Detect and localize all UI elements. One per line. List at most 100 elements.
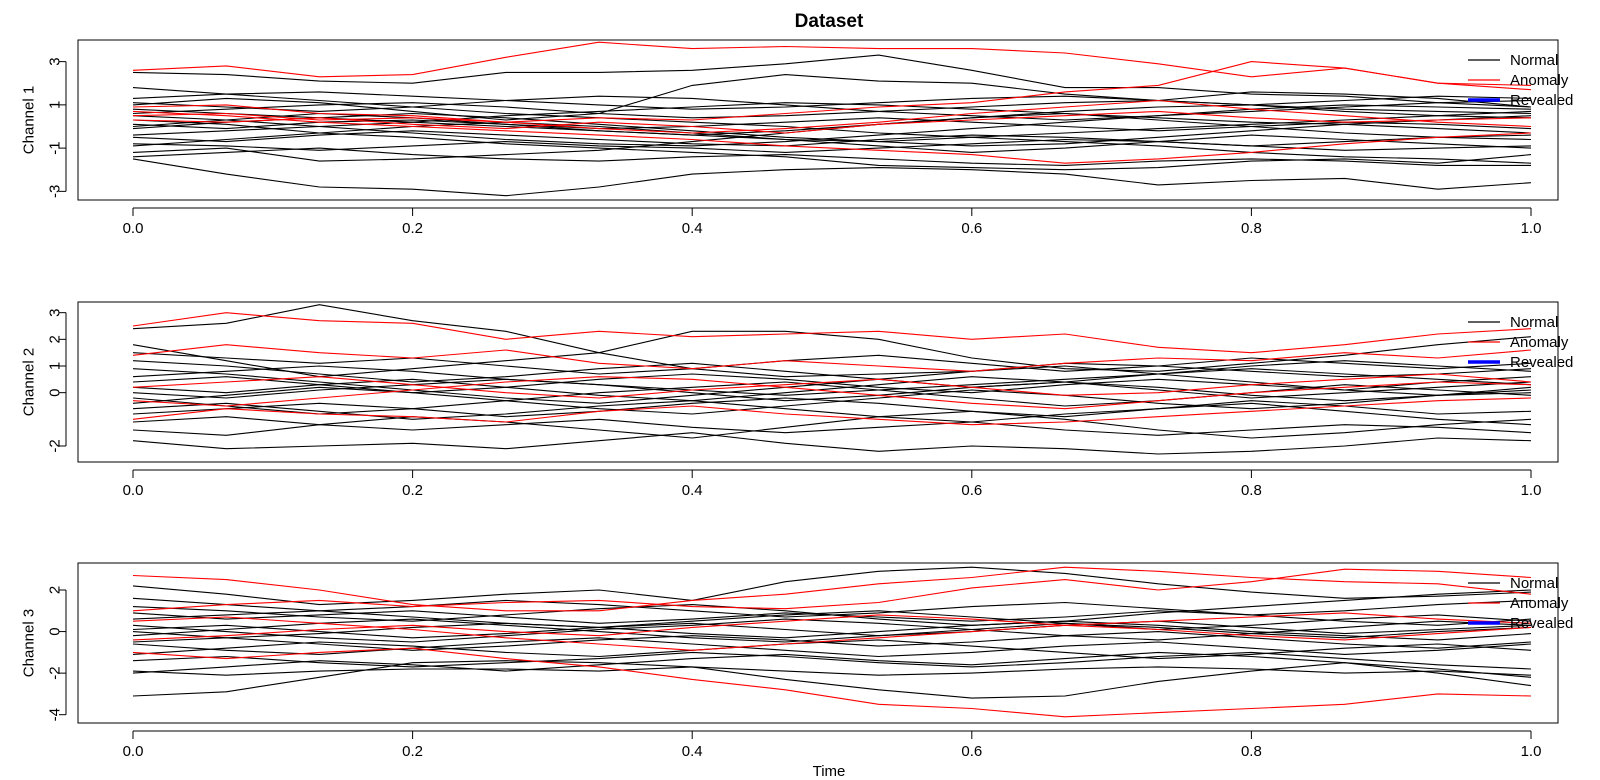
y-tick-label: 1: [47, 362, 64, 370]
x-tick-label: 0.8: [1241, 220, 1262, 237]
legend-label-anomaly: Anomaly: [1510, 334, 1569, 351]
panel-channel-3: 0.0 0.2 0.4 0.6 0.8 1.0 -4 -2 0 2 Channel 3 Normal A…: [21, 562, 1573, 760]
series-line-normal: [132, 610, 1532, 631]
series-line-normal: [132, 112, 1532, 138]
series-line-normal: [132, 365, 1532, 396]
x-tick-label: 0.6: [961, 743, 982, 760]
y-tick-label: 3: [47, 308, 64, 316]
y-axis: -4 -2 0 2: [47, 586, 67, 721]
legend: Normal Anomaly Revealed: [1468, 314, 1573, 371]
x-axis: 0.0 0.2 0.4 0.6 0.8 1.0: [123, 730, 1542, 760]
series-line-normal: [132, 397, 1532, 418]
series-line-normal: [132, 631, 1532, 651]
series-line-anomaly: [132, 312, 1532, 354]
legend-label-anomaly: Anomaly: [1510, 595, 1569, 612]
y-tick-label: -2: [47, 439, 64, 452]
series-line-normal: [132, 330, 1532, 378]
legend-label-anomaly: Anomaly: [1510, 72, 1569, 89]
plot-frame: [77, 562, 1559, 724]
series-line-anomaly: [132, 568, 1532, 612]
series-line-normal: [132, 660, 1532, 699]
x-tick-label: 0.4: [682, 220, 703, 237]
plot-frame: [77, 301, 1559, 463]
y-tick-label: 2: [47, 335, 64, 343]
x-tick-label: 0.4: [682, 482, 703, 499]
series-line-anomaly: [132, 647, 1532, 718]
series-line-anomaly: [132, 110, 1532, 164]
y-tick-label: 0: [47, 627, 64, 635]
chart-title: Dataset: [795, 11, 864, 32]
x-axis: 0.0 0.2 0.4 0.6 0.8 1.0: [123, 469, 1542, 499]
y-tick-label: 1: [47, 101, 64, 109]
series-line-normal: [132, 74, 1532, 121]
x-tick-label: 1.0: [1521, 743, 1542, 760]
series-line-anomaly: [132, 41, 1532, 91]
legend-label-revealed: Revealed: [1510, 92, 1573, 109]
series-line-normal: [132, 378, 1532, 402]
x-tick-label: 0.2: [402, 220, 423, 237]
series-line-normal: [132, 416, 1532, 436]
series-line-normal: [132, 610, 1532, 626]
x-tick-label: 0.8: [1241, 482, 1262, 499]
y-tick-label: -3: [47, 185, 64, 198]
y-axis-label: Channel 1: [21, 86, 38, 154]
x-tick-label: 0.4: [682, 743, 703, 760]
series-line-normal: [132, 666, 1532, 676]
series-line-normal: [132, 121, 1532, 153]
series-line-normal: [132, 54, 1532, 108]
legend-label-revealed: Revealed: [1510, 615, 1573, 632]
series-line-normal: [132, 639, 1532, 660]
y-axis-label: Channel 2: [21, 348, 38, 416]
x-tick-label: 1.0: [1521, 482, 1542, 499]
series-line-normal: [132, 566, 1532, 606]
series-line-normal: [132, 651, 1532, 670]
x-tick-label: 0.0: [123, 743, 144, 760]
series-line-normal: [132, 410, 1532, 439]
series-line-anomaly: [132, 376, 1532, 410]
series-line-normal: [132, 618, 1532, 643]
series-line-normal: [132, 147, 1531, 166]
series-line-normal: [132, 381, 1532, 415]
y-tick-label: 2: [47, 586, 64, 594]
series-line-normal: [132, 618, 1532, 643]
x-tick-label: 0.2: [402, 482, 423, 499]
series-line-normal: [132, 376, 1532, 402]
legend-label-normal: Normal: [1510, 575, 1558, 592]
y-axis: -3 -1 1 3: [47, 57, 67, 198]
x-tick-label: 0.6: [961, 482, 982, 499]
legend-label-normal: Normal: [1510, 314, 1558, 331]
series-line-normal: [132, 108, 1532, 143]
legend: Normal Anomaly Revealed: [1468, 52, 1573, 109]
x-tick-label: 0.0: [123, 220, 144, 237]
series-group: [132, 566, 1532, 718]
y-tick-label: -4: [47, 708, 64, 721]
y-tick-label: 3: [47, 57, 64, 65]
series-line-normal: [132, 620, 1532, 641]
series-group: [132, 41, 1532, 197]
y-tick-label: -1: [47, 141, 64, 154]
plot-frame: [77, 39, 1559, 201]
x-axis: 0.0 0.2 0.4 0.6 0.8 1.0: [123, 207, 1542, 237]
x-tick-label: 0.8: [1241, 743, 1262, 760]
y-axis-label: Channel 3: [21, 609, 38, 677]
series-line-anomaly: [132, 61, 1532, 123]
series-line-normal: [132, 352, 1532, 375]
series-line-anomaly: [132, 566, 1532, 612]
y-tick-label: 0: [47, 388, 64, 396]
chart-panels: 0.0 0.2 0.4 0.6 0.8 1.0 -3 -1 1 3 Channel 1 Normal A…: [21, 39, 1573, 760]
x-tick-label: 1.0: [1521, 220, 1542, 237]
series-line-normal: [132, 373, 1532, 394]
legend-label-normal: Normal: [1510, 52, 1558, 69]
series-line-anomaly: [132, 616, 1532, 651]
panel-channel-2: 0.0 0.2 0.4 0.6 0.8 1.0 -2 0 1 2 3 Channel 2 Normal A…: [21, 301, 1573, 499]
series-line-normal: [132, 432, 1532, 455]
x-axis-label: Time: [813, 763, 846, 780]
series-line-normal: [132, 99, 1532, 119]
x-tick-label: 0.0: [123, 482, 144, 499]
series-line-anomaly: [132, 110, 1532, 134]
series-line-normal: [132, 651, 1532, 678]
series-line-anomaly: [132, 397, 1532, 426]
series-line-normal: [132, 95, 1532, 121]
series-line-anomaly: [132, 99, 1532, 134]
